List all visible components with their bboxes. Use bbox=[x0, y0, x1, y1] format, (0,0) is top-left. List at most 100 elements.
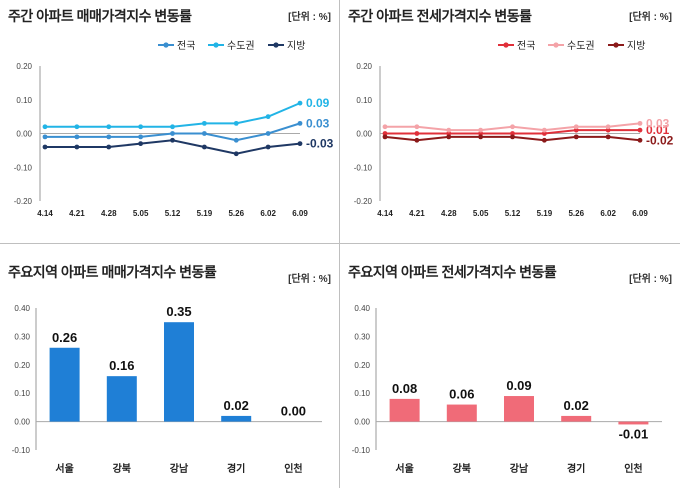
x-tick-label: 5.05 bbox=[133, 209, 149, 218]
bar-value-label: 0.08 bbox=[392, 381, 417, 396]
data-point bbox=[478, 131, 484, 136]
y-tick-label: -0.10 bbox=[12, 446, 31, 455]
y-tick-label: 0.30 bbox=[354, 332, 370, 341]
data-point bbox=[170, 124, 175, 130]
bar bbox=[389, 398, 420, 422]
x-tick-label: 4.21 bbox=[409, 209, 425, 218]
end-value-label: 0.03 bbox=[646, 116, 670, 130]
end-value-label: 0.03 bbox=[306, 116, 330, 130]
bar-value-label: 0.09 bbox=[506, 378, 531, 393]
legend-marker bbox=[503, 42, 509, 48]
legend-label: 전국 bbox=[517, 40, 535, 52]
x-category-label: 강북 bbox=[453, 462, 471, 475]
legend-label: 지방 bbox=[287, 40, 305, 52]
x-tick-label: 5.19 bbox=[197, 209, 213, 218]
data-point bbox=[414, 137, 420, 143]
x-tick-label: 5.26 bbox=[228, 209, 244, 218]
y-tick-label: 0.20 bbox=[354, 361, 370, 370]
data-point bbox=[74, 134, 80, 140]
data-point bbox=[233, 137, 239, 143]
bar-value-label: 0.00 bbox=[281, 404, 306, 419]
bar-value-label: 0.06 bbox=[449, 387, 474, 402]
data-point bbox=[74, 144, 80, 150]
data-point bbox=[541, 137, 547, 143]
data-point bbox=[138, 141, 144, 147]
data-point bbox=[382, 131, 388, 136]
x-tick-label: 6.09 bbox=[292, 209, 308, 218]
sale-region-bar-chart: 0.40 0.30 0.20 0.10 0.00 -0.10 0.26 서울 0.16 강북 0.3… bbox=[12, 304, 322, 475]
data-point bbox=[42, 134, 48, 140]
bar bbox=[446, 404, 477, 422]
data-point bbox=[297, 100, 303, 106]
unit-label: [단위 : %] bbox=[629, 274, 672, 285]
legend-label: 전국 bbox=[177, 40, 195, 52]
y-tick-label: 0.10 bbox=[16, 96, 32, 105]
data-point bbox=[573, 134, 579, 140]
data-point bbox=[446, 134, 452, 140]
x-tick-label: 4.28 bbox=[441, 209, 457, 218]
sale-region-chart-panel: 주요지역 아파트 매매가격지수 변동률 [단위 : %] 0.40 0.30 0.2… bbox=[0, 244, 340, 488]
x-tick-label: 4.14 bbox=[37, 209, 53, 218]
y-tick-label: 0.20 bbox=[14, 361, 30, 370]
sale-weekly-chart-panel: 주간 아파트 매매가격지수 변동률 [단위 : %] 0.20 0.10 0.00 -… bbox=[0, 0, 340, 244]
y-tick-label: 0.00 bbox=[16, 130, 32, 139]
bar bbox=[561, 415, 592, 422]
x-tick-label: 5.12 bbox=[505, 209, 521, 218]
bar bbox=[49, 347, 80, 422]
x-category-label: 경기 bbox=[567, 462, 585, 475]
x-category-label: 강북 bbox=[113, 462, 131, 475]
data-point bbox=[605, 127, 611, 133]
jeonse-region-chart-panel: 주요지역 아파트 전세가격지수 변동률 [단위 : %] 0.40 0.30 0.2… bbox=[340, 244, 680, 488]
sale-weekly-line-chart: 0.20 0.10 0.00 -0.10 -0.20 4.14 4.21 4.28 5.05 5.… bbox=[14, 40, 334, 218]
bar bbox=[221, 415, 252, 422]
x-tick-label: 4.21 bbox=[69, 209, 85, 218]
series-line bbox=[45, 102, 301, 128]
y-tick-label: 0.10 bbox=[354, 389, 370, 398]
x-category-label: 서울 bbox=[55, 462, 73, 475]
x-category-label: 경기 bbox=[227, 462, 245, 475]
data-point bbox=[201, 131, 207, 136]
data-point bbox=[201, 144, 207, 150]
data-point bbox=[265, 144, 271, 150]
bar bbox=[618, 421, 649, 425]
x-tick-label: 6.02 bbox=[260, 209, 276, 218]
data-point bbox=[233, 151, 239, 157]
chart-title: 주간 아파트 전세가격지수 변동률 bbox=[348, 8, 532, 24]
y-tick-label: 0.40 bbox=[14, 304, 30, 313]
end-value-label: -0.03 bbox=[306, 137, 334, 151]
x-category-label: 강남 bbox=[510, 462, 529, 475]
data-point bbox=[573, 124, 579, 130]
chart-title: 주요지역 아파트 전세가격지수 변동률 bbox=[348, 264, 557, 280]
legend-marker bbox=[613, 42, 619, 48]
legend-marker bbox=[163, 42, 169, 48]
data-point bbox=[605, 134, 611, 140]
legend-marker bbox=[273, 42, 279, 48]
chart-title: 주간 아파트 매매가격지수 변동률 bbox=[8, 8, 192, 24]
data-point bbox=[106, 124, 112, 130]
bar bbox=[164, 322, 194, 422]
data-point bbox=[414, 124, 420, 130]
data-point bbox=[233, 120, 239, 126]
data-point bbox=[106, 144, 112, 150]
x-tick-label: 5.26 bbox=[568, 209, 584, 218]
y-tick-label: -0.20 bbox=[14, 197, 33, 206]
data-point bbox=[265, 114, 271, 120]
data-point bbox=[382, 124, 388, 130]
data-point bbox=[446, 131, 452, 136]
x-tick-label: 4.14 bbox=[377, 209, 393, 218]
bar bbox=[504, 396, 534, 422]
bar-value-label: 0.35 bbox=[166, 304, 191, 319]
bar bbox=[106, 376, 137, 422]
unit-label: [단위 : %] bbox=[288, 274, 331, 285]
unit-label: [단위 : %] bbox=[629, 12, 672, 23]
data-point bbox=[265, 131, 271, 136]
y-tick-label: -0.10 bbox=[352, 446, 371, 455]
x-tick-label: 5.05 bbox=[473, 209, 489, 218]
y-tick-label: -0.20 bbox=[354, 197, 373, 206]
x-category-label: 강남 bbox=[170, 462, 189, 475]
data-point bbox=[510, 131, 515, 136]
data-point bbox=[637, 127, 643, 133]
end-value-label: 0.01 bbox=[646, 123, 670, 137]
data-point bbox=[414, 131, 420, 136]
jeonse-weekly-chart-panel: 주간 아파트 전세가격지수 변동률 [단위 : %] 0.20 0.10 0.00 -… bbox=[340, 0, 680, 244]
